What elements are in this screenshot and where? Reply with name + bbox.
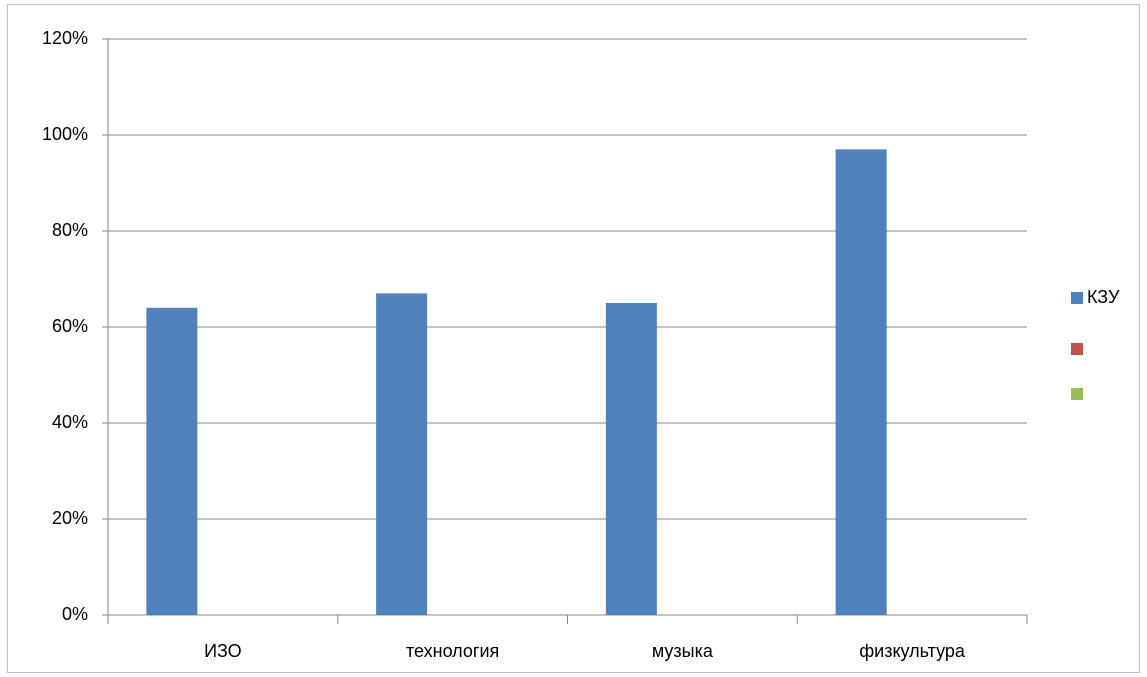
y-tick-label: 0% xyxy=(62,604,88,624)
y-tick-label: 40% xyxy=(52,412,88,432)
bar xyxy=(146,307,198,615)
x-tick-label: технология xyxy=(406,641,499,661)
legend-swatch xyxy=(1071,343,1083,355)
legend-swatch xyxy=(1071,292,1083,304)
chart-border xyxy=(7,4,1140,673)
y-tick-label: 100% xyxy=(42,124,88,144)
legend-swatch xyxy=(1071,388,1083,400)
bar xyxy=(835,149,887,615)
y-tick-label: 20% xyxy=(52,508,88,528)
legend-label: КЗУ xyxy=(1087,287,1120,307)
x-tick-label: ИЗО xyxy=(204,641,242,661)
x-tick-label: физкультура xyxy=(859,641,966,661)
bar xyxy=(605,303,657,615)
bar xyxy=(376,293,428,615)
y-tick-label: 80% xyxy=(52,220,88,240)
y-tick-label: 120% xyxy=(42,28,88,48)
x-tick-label: музыка xyxy=(652,641,714,661)
y-tick-label: 60% xyxy=(52,316,88,336)
